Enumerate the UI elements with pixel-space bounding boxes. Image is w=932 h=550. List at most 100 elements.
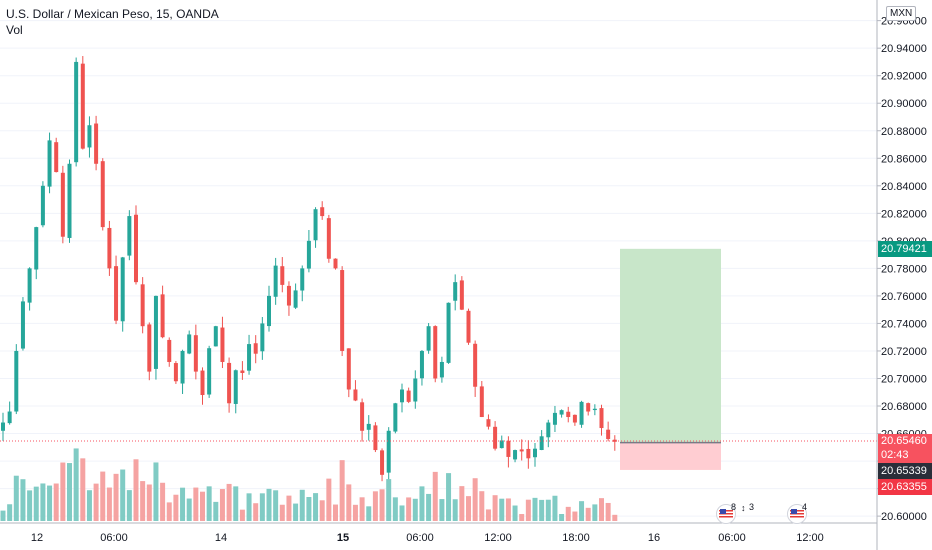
volume-bar xyxy=(126,490,132,521)
candle-body xyxy=(519,449,524,452)
volume-bar xyxy=(180,487,186,521)
candle-body xyxy=(14,350,19,412)
volume-bar xyxy=(140,481,146,521)
candle-body xyxy=(27,268,32,303)
candle-body xyxy=(419,350,424,379)
candle-body xyxy=(366,423,371,430)
loss-zone[interactable] xyxy=(620,442,721,470)
profit-zone[interactable] xyxy=(620,248,721,443)
time-tick-label: 14 xyxy=(215,532,227,544)
volume-bar xyxy=(386,479,392,521)
candle-body xyxy=(586,403,591,412)
candle-body xyxy=(546,422,551,438)
candle-body xyxy=(393,403,398,432)
volume-bar xyxy=(446,473,452,521)
candle-body xyxy=(127,216,132,256)
volume-bar xyxy=(406,497,412,521)
price-tick-label: 20.72000 xyxy=(881,346,927,358)
volume-bar xyxy=(33,486,39,521)
volume-bar xyxy=(359,497,365,521)
time-tick-label: 12 xyxy=(31,532,43,544)
candle-body xyxy=(260,323,265,352)
candle-body xyxy=(326,218,331,259)
price-tick-label: 20.68000 xyxy=(881,401,927,413)
volume-bar xyxy=(193,487,199,521)
candle-body xyxy=(386,430,391,473)
candle-body xyxy=(499,440,504,449)
candle-body xyxy=(466,310,471,343)
candle-body xyxy=(87,125,92,148)
candle-body xyxy=(506,440,511,457)
candle-body xyxy=(413,378,418,402)
candle-body xyxy=(606,429,611,440)
volume-bar xyxy=(239,509,245,521)
candle-body xyxy=(20,301,25,349)
volume-bar xyxy=(186,498,192,521)
volume-bar xyxy=(73,448,79,521)
candle-body xyxy=(80,63,85,149)
volume-legend[interactable]: Vol xyxy=(6,23,23,37)
candle-body xyxy=(213,326,218,347)
volume-bar xyxy=(67,463,72,521)
us-flag-icon[interactable] xyxy=(716,504,736,524)
candle-body xyxy=(227,362,232,404)
volume-bar xyxy=(372,491,378,521)
candle-body xyxy=(54,142,59,173)
candle-body xyxy=(533,448,537,458)
volume-bar xyxy=(466,496,471,521)
stop-price-label: 20.63355 xyxy=(878,478,932,495)
candle-body xyxy=(353,389,358,401)
candle-body xyxy=(120,257,125,322)
candle-body xyxy=(306,240,311,269)
price-tick-label: 20.60000 xyxy=(881,511,927,523)
candle-body xyxy=(373,425,378,451)
volume-bar xyxy=(279,504,285,521)
volume-bar xyxy=(160,482,166,521)
volume-bar xyxy=(552,495,558,521)
volume-bar xyxy=(120,469,126,521)
candle-body xyxy=(380,450,385,475)
candle-body xyxy=(94,123,99,164)
candle-body xyxy=(479,386,484,418)
candle-body xyxy=(100,161,105,228)
us-flag-graphic xyxy=(718,506,734,522)
volume-bar xyxy=(293,503,299,521)
arrows-icon: ↕ xyxy=(741,503,746,513)
symbol-title[interactable]: U.S. Dollar / Mexican Peso, 15, OANDA xyxy=(6,7,219,21)
volume-bar xyxy=(339,460,345,521)
volume-bar xyxy=(485,509,491,521)
volume-bar xyxy=(146,484,152,521)
volume-bar xyxy=(259,493,265,521)
time-tick-label: 12:00 xyxy=(484,532,512,544)
candle-body xyxy=(207,348,212,395)
volume-bar xyxy=(366,506,372,521)
volume-bar xyxy=(525,499,531,521)
candle-body xyxy=(193,335,198,372)
volume-bar xyxy=(399,505,405,521)
volume-bar xyxy=(306,496,312,521)
candle-body xyxy=(320,207,325,217)
candle-body xyxy=(592,408,597,411)
current-price-value: 20.65460 xyxy=(881,434,927,447)
volume-bar xyxy=(499,498,505,521)
volume-bar xyxy=(472,478,478,521)
candle-body xyxy=(253,343,258,354)
candle-body xyxy=(340,270,345,351)
candle-body xyxy=(599,408,604,429)
us-flag-icon[interactable] xyxy=(787,504,807,524)
candle-body xyxy=(40,185,45,226)
currency-badge[interactable]: MXN xyxy=(886,6,917,21)
candle-body xyxy=(453,282,458,301)
volume-bar xyxy=(27,490,33,521)
time-tick-label: 15 xyxy=(337,532,349,544)
volume-bar xyxy=(273,490,279,521)
price-tick-label: 20.86000 xyxy=(881,153,927,165)
time-tick-label: 18:00 xyxy=(562,532,590,544)
candle-body xyxy=(313,209,318,241)
volume-bar xyxy=(539,499,545,521)
candle-body xyxy=(333,258,338,269)
volume-bar xyxy=(213,501,219,521)
candle-body xyxy=(280,266,285,285)
